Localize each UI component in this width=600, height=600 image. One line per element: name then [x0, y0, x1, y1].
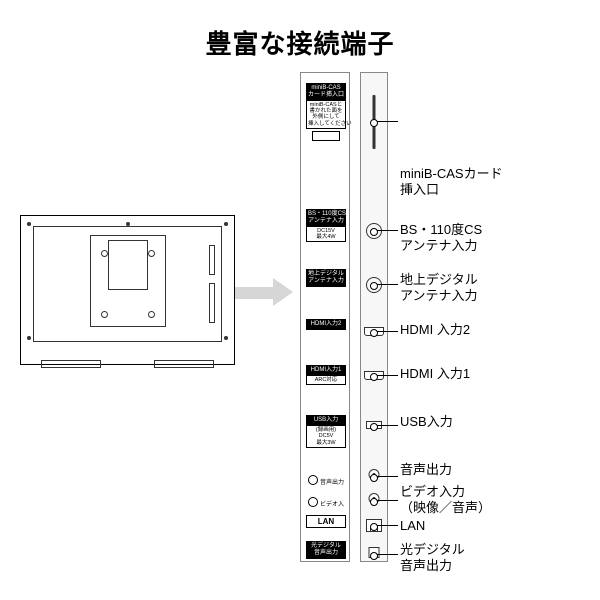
strip-label: HDMI入力2 [306, 319, 346, 330]
callout-usb: USB入力 [400, 414, 453, 430]
leader-line [373, 121, 398, 122]
port-strip [360, 72, 388, 562]
strip-label: 光デジタル 音声出力 [306, 541, 346, 559]
leader-line [373, 476, 398, 477]
leader-line [373, 375, 398, 376]
callout-video: ビデオ入力 （映像／音声） [400, 484, 491, 517]
zoom-arrow [235, 278, 293, 306]
strip-label: BS・110度CS アンテナ入力DC15V 最大4W [306, 209, 346, 242]
label-strip: miniB-CAS カード挿入口miniB-CASと 書かれた面を 外側にして … [300, 72, 350, 562]
strip-label: 音声出力 [306, 471, 346, 489]
leader-line [373, 230, 398, 231]
callout-hdmi2: HDMI 入力2 [400, 322, 470, 338]
callout-hdmi1: HDMI 入力1 [400, 366, 470, 382]
strip-label: USB入力(録画用) DC5V 最大3W [306, 415, 346, 448]
leader-line [373, 331, 398, 332]
strip-label: miniB-CAS カード挿入口miniB-CASと 書かれた面を 外側にして … [306, 83, 346, 141]
leader-line [373, 525, 398, 526]
callout-lan: LAN [400, 518, 425, 534]
leader-line [373, 554, 398, 555]
callout-audio: 音声出力 [400, 462, 452, 478]
callout-optical: 光デジタル 音声出力 [400, 542, 465, 575]
callout-bs: BS・110度CS アンテナ入力 [400, 222, 482, 255]
leader-line [373, 425, 398, 426]
callout-terr: 地上デジタル アンテナ入力 [400, 272, 478, 305]
callout-bcas: miniB-CASカード 挿入口 [400, 166, 503, 199]
leader-line [373, 500, 398, 501]
tv-back-panel [20, 215, 235, 365]
leader-line [373, 284, 398, 285]
strip-label: LAN [306, 515, 346, 528]
strip-label: HDMI入力1ARC対応 [306, 365, 346, 385]
page-title: 豊富な接続端子 [0, 24, 600, 61]
strip-label: 地上デジタル アンテナ入力 [306, 269, 346, 287]
